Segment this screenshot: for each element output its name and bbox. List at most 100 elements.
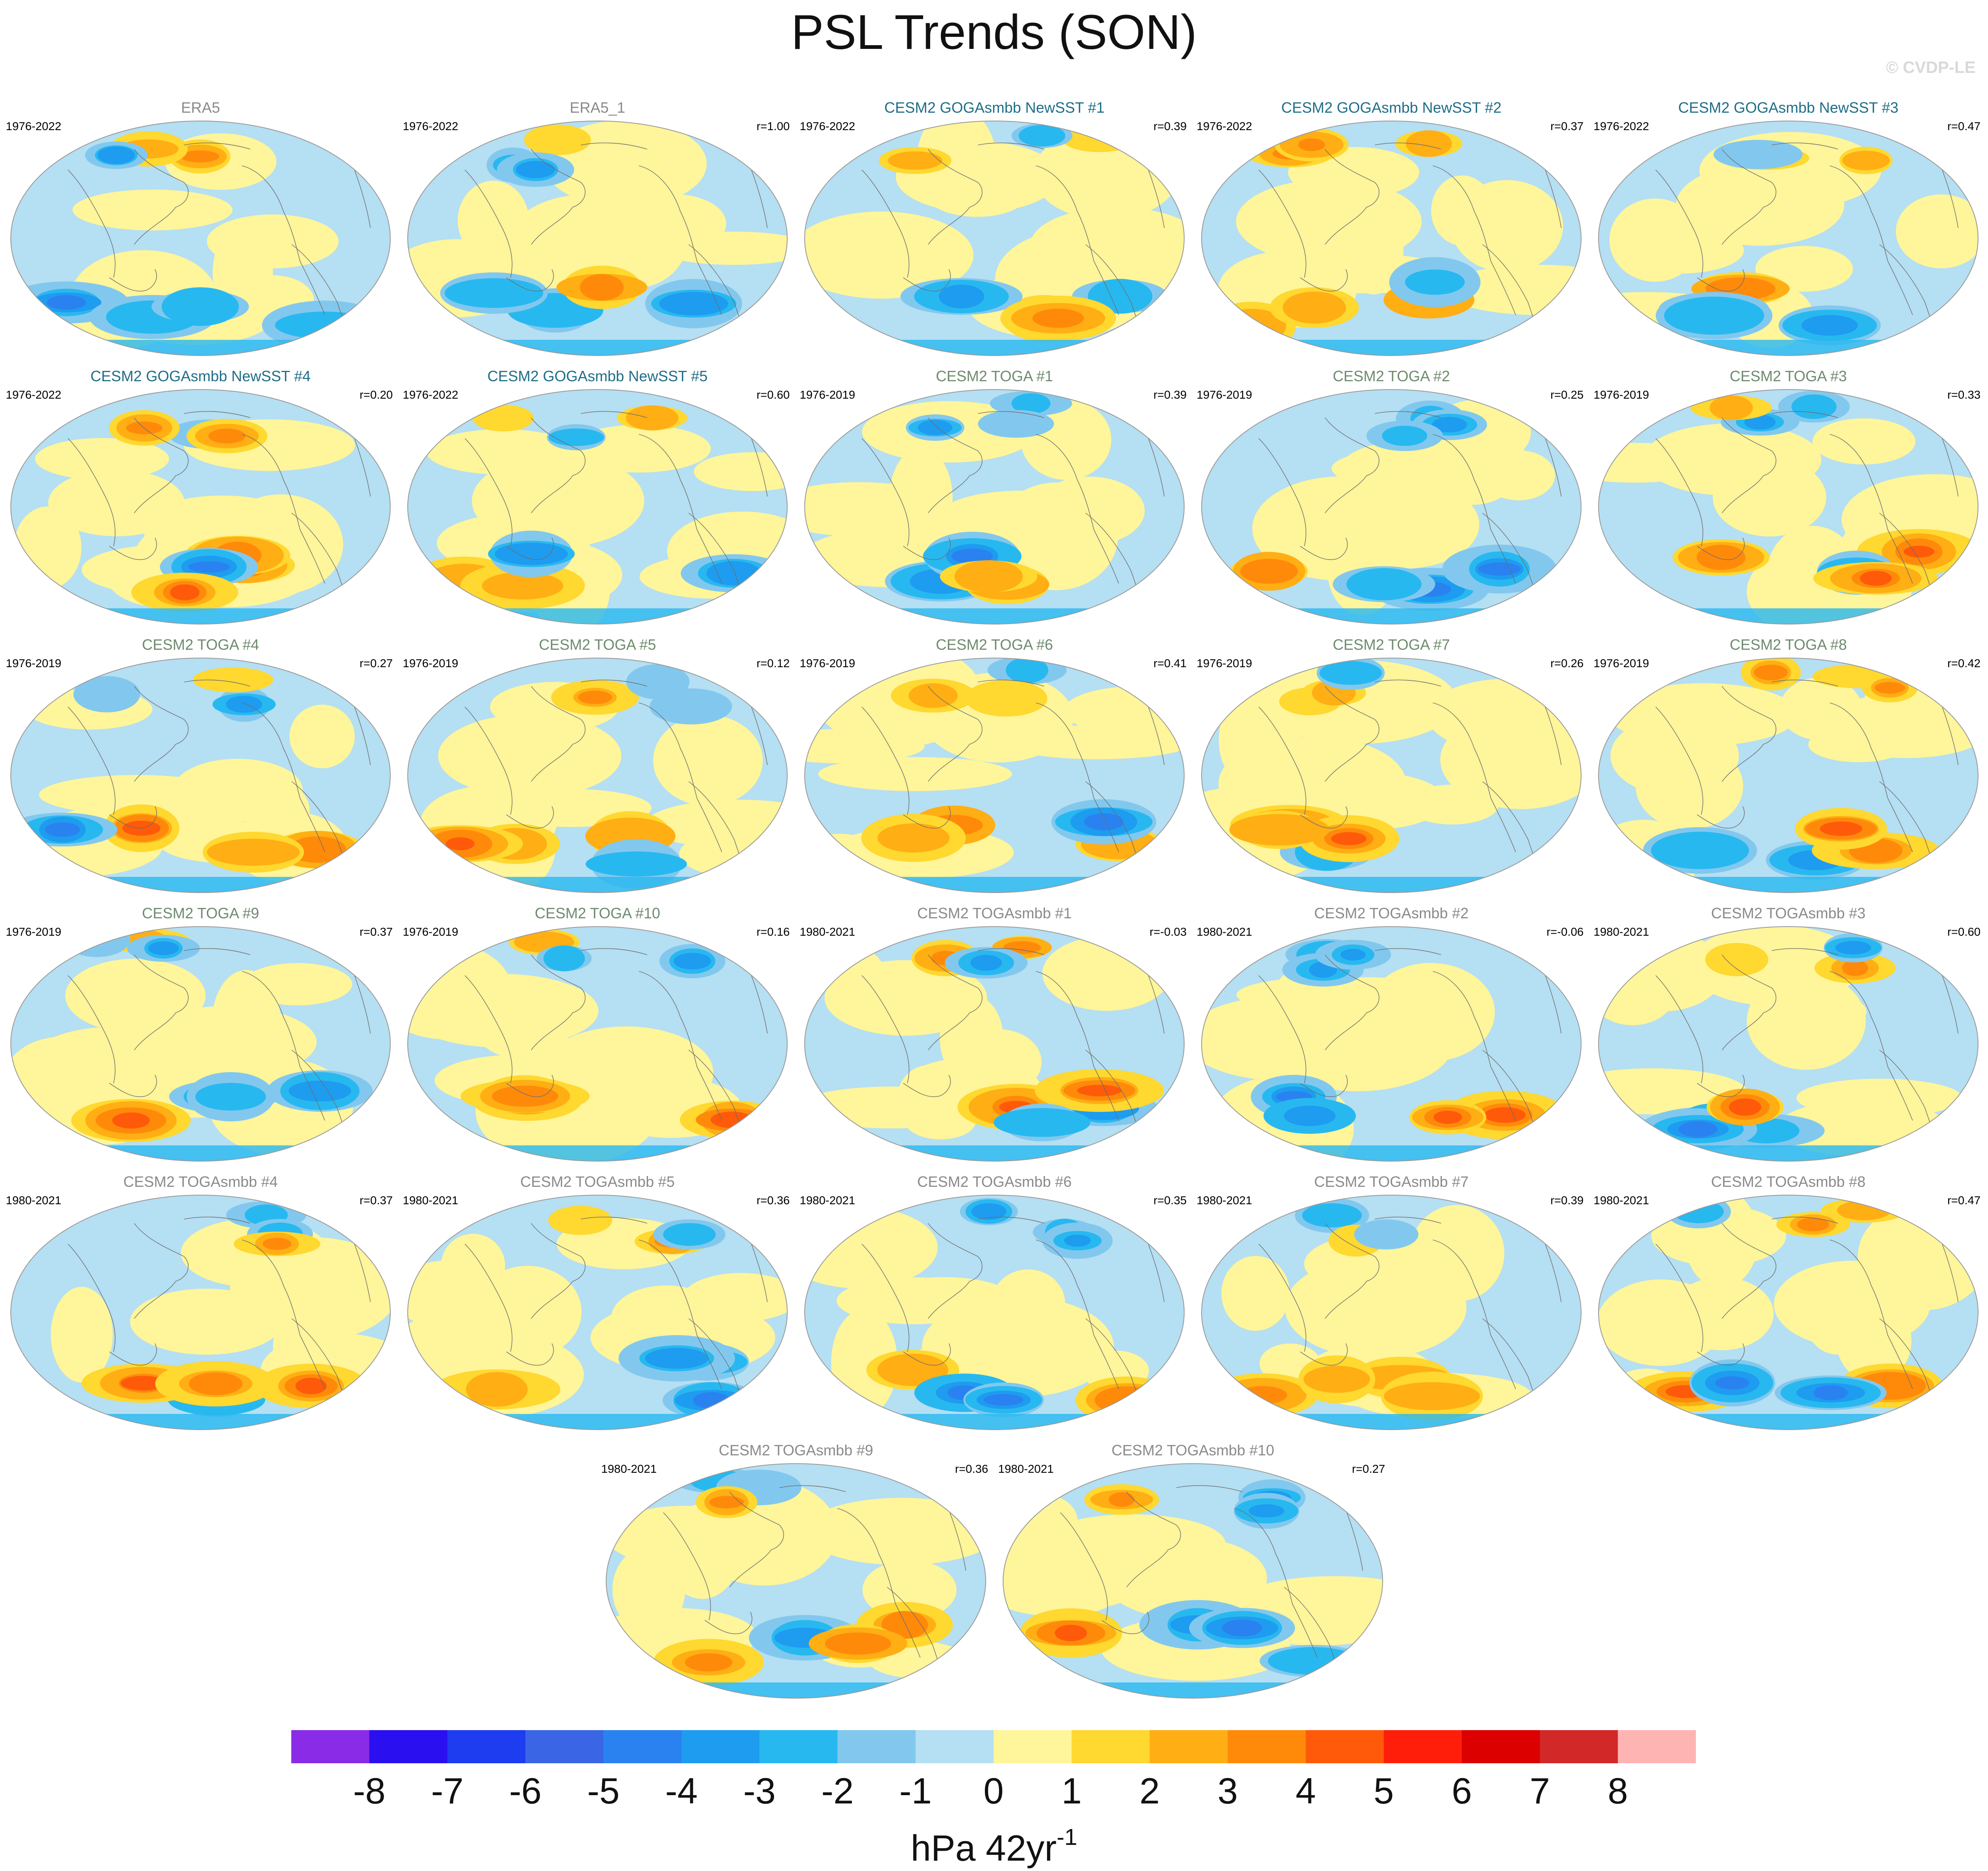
coastline [977, 948, 1045, 955]
coastline [531, 149, 585, 245]
coastline [638, 971, 722, 1121]
panel-years: 1980-2021 [6, 1194, 61, 1207]
map-outline [1201, 1195, 1582, 1430]
coastline [242, 702, 325, 852]
coastline [184, 948, 251, 955]
colorbar-tick-label: -1 [899, 1770, 932, 1811]
panel-title: CESM2 TOGA #1 [936, 368, 1053, 385]
coastline [1722, 417, 1776, 513]
panel-years: 1976-2019 [1197, 657, 1252, 670]
colorbar-swatch [525, 1730, 604, 1763]
panel-years: 1980-2021 [1197, 925, 1252, 938]
coastline [1374, 680, 1441, 687]
panel-correlation: r=0.20 [359, 388, 393, 401]
coastline [638, 1239, 722, 1389]
map-panel: CESM2 TOGAsmbb #9 1980-2021 r=0.36 [601, 1437, 991, 1702]
colorbar-swatch [603, 1730, 682, 1763]
coastline [928, 149, 982, 245]
panel-title: CESM2 TOGAsmbb #5 [520, 1173, 675, 1190]
map-panel: CESM2 TOGA #4 1976-2019 r=0.27 [6, 632, 395, 897]
colorbar-tick-label: 1 [1061, 1770, 1082, 1811]
coastline [1374, 411, 1441, 418]
map-outline [407, 658, 788, 893]
map-outline [1003, 1463, 1383, 1699]
trend-map [1201, 926, 1582, 1162]
coastline [1325, 954, 1379, 1050]
page-title: PSL Trends (SON) [791, 5, 1197, 60]
coastline [861, 438, 909, 547]
panel-years: 1976-2019 [1594, 388, 1649, 401]
colorbar-swatch [447, 1730, 526, 1763]
coastline [837, 1508, 921, 1658]
coastline [68, 438, 116, 547]
coastline [506, 806, 554, 829]
panel-correlation: r=1.00 [756, 120, 790, 133]
coastline [580, 680, 648, 687]
colorbar-tick-label: -6 [509, 1770, 542, 1811]
coastline [1829, 1239, 1913, 1389]
panel-correlation: r=0.35 [1153, 1194, 1187, 1207]
coastline [1771, 1217, 1838, 1224]
trend-map [10, 1195, 391, 1430]
coastline [1234, 1508, 1318, 1658]
coastline [109, 537, 157, 560]
coastline [704, 1612, 752, 1634]
colorbar-swatch [1306, 1730, 1384, 1763]
coastline [531, 1223, 585, 1319]
colorbar-swatch [369, 1730, 448, 1763]
panel-years: 1980-2021 [800, 1194, 855, 1207]
map-outline [10, 389, 391, 624]
map-panel: ERA5_1 1976-2022 r=1.00 [403, 94, 792, 360]
coastline [134, 417, 189, 513]
coastline [1258, 438, 1306, 547]
map-panel: CESM2 TOGA #9 1976-2019 r=0.37 [6, 900, 395, 1165]
panel-title: CESM2 TOGA #10 [534, 905, 660, 922]
coastline [1722, 149, 1776, 245]
trend-map [1201, 658, 1582, 893]
map-panel: CESM2 TOGAsmbb #8 1980-2021 r=0.47 [1594, 1169, 1983, 1434]
coastline [903, 269, 951, 292]
coastline [928, 1223, 982, 1319]
panel-correlation: r=0.12 [756, 657, 790, 670]
coastline [109, 1343, 157, 1366]
trend-map [1598, 658, 1978, 893]
map-outline [1598, 658, 1978, 893]
map-panel: CESM2 GOGAsmbb NewSST #4 1976-2022 r=0.20 [6, 363, 395, 628]
map-outline [407, 1195, 788, 1430]
coastline [1829, 971, 1913, 1121]
colorbar-tick-label: 4 [1295, 1770, 1316, 1811]
panel-years: 1976-2022 [6, 120, 61, 133]
coastline [184, 1217, 251, 1224]
panel-title: CESM2 TOGA #4 [142, 636, 259, 653]
coastline [977, 411, 1045, 418]
colorbar-tick-label: 0 [983, 1770, 1004, 1811]
coastline [1697, 1343, 1745, 1366]
colorbar-swatch [291, 1730, 370, 1763]
panel-years: 1980-2021 [1594, 1194, 1649, 1207]
panel-years: 1976-2019 [800, 388, 855, 401]
coastline [1126, 1491, 1181, 1588]
panel-years: 1976-2022 [800, 120, 855, 133]
coastline [1771, 411, 1838, 418]
coastline [977, 143, 1045, 150]
coastline [1655, 438, 1703, 547]
coastline [1300, 269, 1348, 292]
map-outline [407, 926, 788, 1162]
trend-map [804, 1195, 1185, 1430]
coastline [531, 686, 585, 782]
panel-title: CESM2 TOGAsmbb #9 [718, 1442, 873, 1459]
panel-years: 1976-2019 [1197, 388, 1252, 401]
coastline [1258, 169, 1306, 278]
coastline [134, 149, 189, 245]
coastline [1722, 954, 1776, 1050]
coastline [464, 975, 513, 1084]
panel-title: CESM2 TOGAsmbb #10 [1111, 1442, 1275, 1459]
coastline [1035, 702, 1119, 852]
coastline [1176, 1485, 1243, 1492]
coastline [1374, 1217, 1441, 1224]
colorbar [291, 1730, 1696, 1763]
panel-title: CESM2 TOGAsmbb #3 [1711, 905, 1866, 922]
panel-correlation: r=0.27 [359, 657, 393, 670]
coastline [68, 707, 116, 815]
panel-title: ERA5 [181, 99, 220, 116]
